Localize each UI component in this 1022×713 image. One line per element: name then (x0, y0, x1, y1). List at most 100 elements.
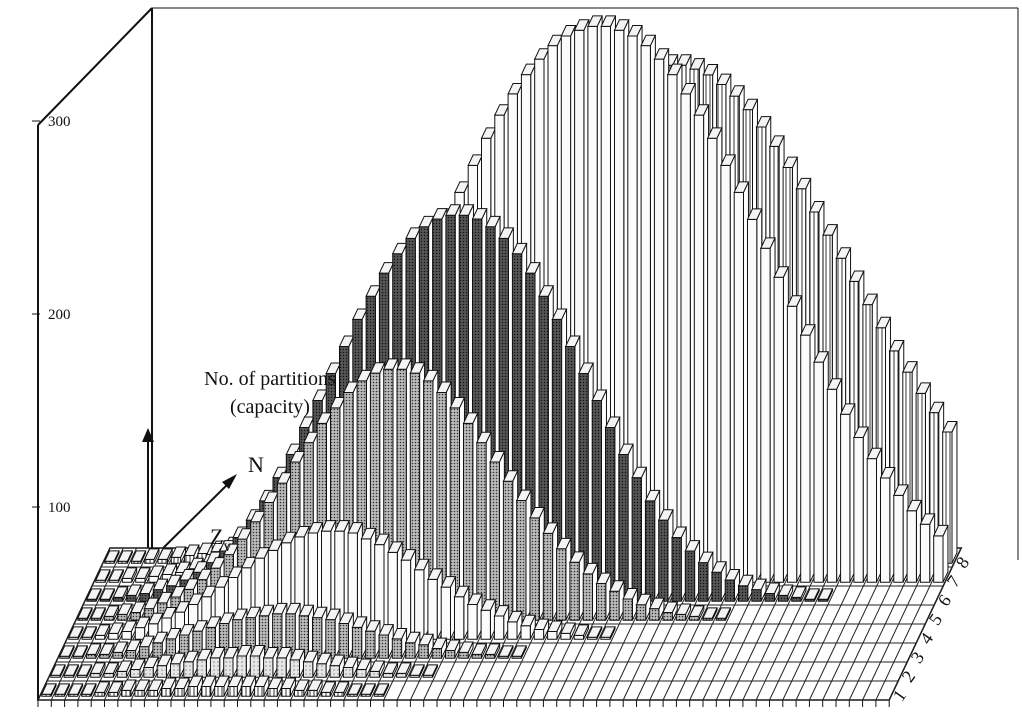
bar-n6-x44 (657, 509, 674, 602)
bar-n6-x4 (125, 584, 142, 602)
z-tick-label: 300 (48, 114, 71, 130)
n-arrow-head (222, 474, 237, 489)
bar-n5-x31 (476, 431, 492, 621)
n-tick-label: 6 (934, 591, 956, 610)
bar-n1-x4 (80, 683, 97, 697)
bar-n1-x17 (253, 675, 270, 697)
bar-n4-x34 (506, 610, 523, 640)
bar-n1-x19 (280, 677, 297, 697)
bar-n3-x30 (444, 639, 461, 659)
bar-n3-x26 (391, 627, 408, 659)
bar-n1-x9 (147, 679, 164, 697)
z-axis-label-line1: No. of partitions (204, 368, 336, 390)
bar-n3-x7 (138, 635, 155, 659)
bar-n7-x62 (906, 499, 923, 583)
bar-n3-x27 (404, 631, 421, 659)
bar-n1-x2 (54, 683, 71, 697)
chart-bars (41, 15, 958, 697)
bar-n7-x57 (839, 403, 856, 583)
bar-n7-x4 (134, 567, 151, 583)
bar-n7-x3 (121, 567, 138, 583)
bar-n2-x13 (209, 646, 226, 678)
bar-n5-x33 (502, 470, 519, 621)
bar-n6-x5 (139, 582, 156, 602)
bar-n4-x1 (68, 626, 84, 640)
n-tick-label: 8 (952, 553, 974, 572)
bar-n5-x36 (542, 522, 559, 621)
bar-n5-x39 (582, 562, 599, 621)
bar-n3-x2 (72, 645, 89, 659)
bar-n2-x18 (276, 646, 292, 678)
bar-n1-x7 (120, 679, 137, 697)
bar-n7-x47 (706, 127, 723, 583)
chart-axis-labels: No. of partitions (capacity) N Zv (204, 368, 336, 555)
bar-n1-x13 (200, 675, 217, 697)
bar-n5-x47 (688, 605, 705, 621)
bar-n2-x19 (289, 648, 306, 678)
bar-n3-x28 (418, 633, 434, 659)
bar-n6-x1 (86, 588, 102, 602)
bar-n6-x48 (711, 561, 727, 602)
bar-n5-x32 (489, 450, 506, 621)
bar-n6-x2 (99, 588, 116, 602)
z-axis-label-line2: (capacity) (230, 396, 310, 418)
bar-n2-x16 (249, 645, 266, 678)
bar-n5-x35 (529, 506, 546, 621)
bar-n3-x33 (484, 643, 501, 659)
bar-n2-x17 (262, 646, 279, 678)
bar-n7-x61 (893, 484, 909, 583)
bar-n4-x37 (546, 620, 563, 640)
bar-n1-x20 (293, 679, 310, 697)
bar-n2-x7 (129, 658, 146, 678)
bar-n6-x42 (631, 466, 648, 602)
bar-n7-x50 (746, 208, 763, 583)
bar-n2-x20 (302, 650, 319, 678)
bar-n7-x49 (733, 181, 750, 583)
bar-n6-x45 (671, 526, 688, 602)
bar-n8-x6 (170, 546, 187, 564)
bar-n1-x18 (267, 677, 283, 697)
bar-n1-x3 (67, 683, 84, 697)
bar-n1-x15 (227, 675, 244, 697)
bar-n7-x64 (932, 524, 949, 583)
frame-top-left-edge (37, 7, 153, 126)
bar-n2-x28 (409, 664, 425, 678)
bar-n3-x4 (98, 643, 115, 659)
bar-n3-x20 (311, 606, 328, 659)
bar-n4-x3 (94, 624, 111, 640)
bar-n2-x11 (183, 650, 199, 678)
bar-n1-x26 (373, 683, 390, 697)
bar-n2-x6 (116, 660, 133, 678)
bar-n1-x24 (346, 683, 363, 697)
bar-n3-x3 (85, 643, 102, 659)
bar-n2-x26 (382, 662, 399, 678)
bar-n5-x44 (648, 597, 665, 621)
bar-n2-x21 (316, 652, 332, 678)
bar-n4-x6 (134, 616, 151, 640)
bar-n4-x27 (413, 558, 430, 640)
bar-n4-x5 (121, 620, 138, 640)
bar-n5-x1 (77, 607, 93, 621)
bar-n3-x34 (497, 645, 514, 659)
bar-n5-x49 (715, 607, 732, 621)
bar-n5-x45 (662, 601, 679, 621)
bar-n2-x9 (156, 654, 173, 678)
n-tick-label: 5 (925, 610, 947, 629)
bar-n2-x8 (143, 656, 159, 678)
bar-n5-x38 (569, 551, 585, 621)
bar-n4-x35 (520, 614, 537, 640)
bar-n1-x8 (134, 679, 150, 697)
bar-n7-x56 (826, 378, 843, 583)
bar-n4-x29 (440, 576, 457, 640)
bar-n7-x53 (786, 295, 803, 583)
bar-n8-x1 (104, 550, 120, 564)
n-tick-label: 1 (889, 686, 911, 705)
bar-n1-x6 (107, 681, 124, 697)
n-tick-label: 2 (898, 667, 920, 686)
bar-n3-x21 (325, 608, 341, 659)
bar-n4-x4 (107, 622, 124, 640)
bar-n2-x25 (369, 660, 386, 678)
bar-n7-x55 (813, 351, 830, 583)
bar-n4-x30 (453, 585, 470, 640)
bar-n4-x39 (573, 624, 590, 640)
